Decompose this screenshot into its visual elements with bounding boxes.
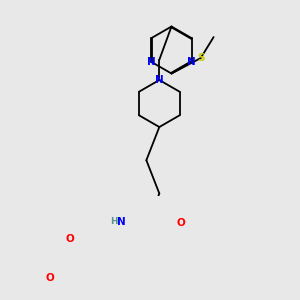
- Text: O: O: [45, 273, 54, 283]
- Text: H: H: [110, 218, 117, 226]
- Text: N: N: [117, 217, 126, 227]
- Text: O: O: [176, 218, 185, 229]
- Text: S: S: [197, 53, 204, 63]
- Text: N: N: [147, 57, 155, 67]
- Text: N: N: [188, 57, 196, 67]
- Text: N: N: [155, 75, 164, 85]
- Text: O: O: [65, 234, 74, 244]
